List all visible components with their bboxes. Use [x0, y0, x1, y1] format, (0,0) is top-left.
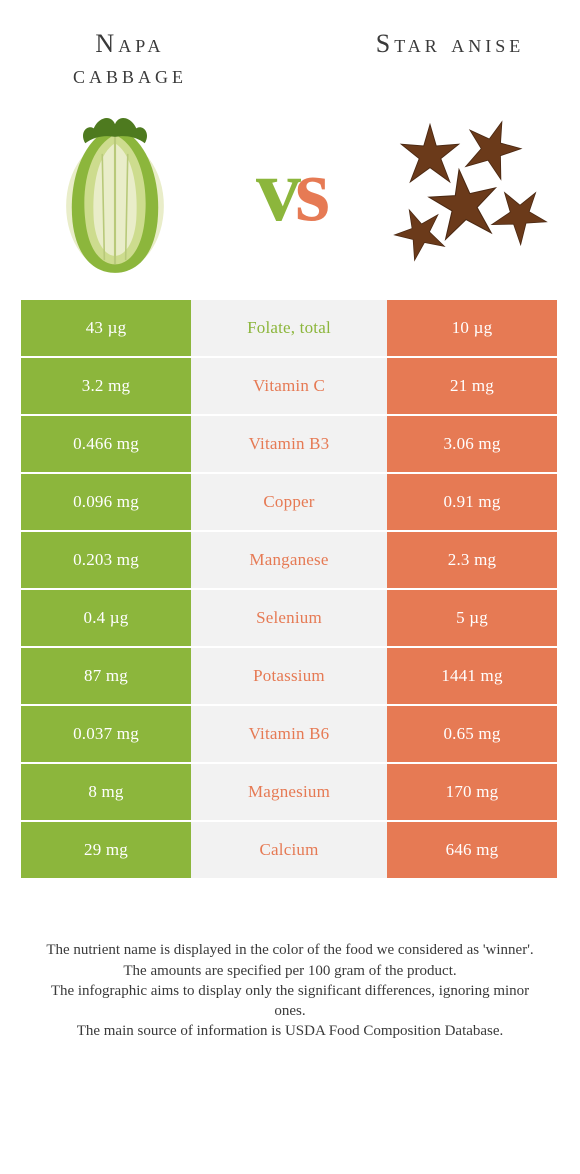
right-value: 1441 mg	[387, 648, 557, 704]
right-value: 3.06 mg	[387, 416, 557, 472]
right-value: 10 µg	[387, 300, 557, 356]
left-value: 29 mg	[21, 822, 191, 878]
napa-cabbage-icon	[30, 100, 200, 280]
nutrient-name: Vitamin C	[191, 358, 387, 414]
header: Napa cabbage Star anise	[0, 0, 580, 90]
star-anise-icon	[380, 100, 550, 280]
footer-line: The amounts are specified per 100 gram o…	[36, 961, 544, 981]
table-row: 0.203 mgManganese2.3 mg	[21, 532, 559, 588]
table-row: 29 mgCalcium646 mg	[21, 822, 559, 878]
footer-line: The main source of information is USDA F…	[36, 1021, 544, 1041]
vs-label: vs	[256, 139, 324, 242]
left-value: 0.466 mg	[21, 416, 191, 472]
right-food-title: Star anise	[360, 28, 540, 59]
nutrient-name: Selenium	[191, 590, 387, 646]
right-value: 0.91 mg	[387, 474, 557, 530]
left-value: 87 mg	[21, 648, 191, 704]
hero-row: vs	[0, 90, 580, 300]
left-value: 0.203 mg	[21, 532, 191, 588]
table-row: 87 mgPotassium1441 mg	[21, 648, 559, 704]
right-value: 646 mg	[387, 822, 557, 878]
nutrient-name: Calcium	[191, 822, 387, 878]
left-food-title: Napa cabbage	[40, 28, 220, 90]
nutrient-name: Vitamin B6	[191, 706, 387, 762]
left-value: 0.037 mg	[21, 706, 191, 762]
right-value: 0.65 mg	[387, 706, 557, 762]
table-row: 0.466 mgVitamin B33.06 mg	[21, 416, 559, 472]
table-row: 3.2 mgVitamin C21 mg	[21, 358, 559, 414]
right-value: 170 mg	[387, 764, 557, 820]
right-value: 2.3 mg	[387, 532, 557, 588]
footer-line: The infographic aims to display only the…	[36, 981, 544, 1022]
table-row: 8 mgMagnesium170 mg	[21, 764, 559, 820]
table-row: 0.4 µgSelenium5 µg	[21, 590, 559, 646]
table-row: 0.037 mgVitamin B60.65 mg	[21, 706, 559, 762]
left-value: 3.2 mg	[21, 358, 191, 414]
footer-notes: The nutrient name is displayed in the co…	[0, 880, 580, 1041]
nutrient-name: Folate, total	[191, 300, 387, 356]
left-value: 8 mg	[21, 764, 191, 820]
nutrient-table: 43 µgFolate, total10 µg3.2 mgVitamin C21…	[0, 300, 580, 878]
left-value: 43 µg	[21, 300, 191, 356]
nutrient-name: Magnesium	[191, 764, 387, 820]
left-value: 0.4 µg	[21, 590, 191, 646]
table-row: 0.096 mgCopper0.91 mg	[21, 474, 559, 530]
right-value: 5 µg	[387, 590, 557, 646]
left-value: 0.096 mg	[21, 474, 191, 530]
table-row: 43 µgFolate, total10 µg	[21, 300, 559, 356]
nutrient-name: Manganese	[191, 532, 387, 588]
nutrient-name: Copper	[191, 474, 387, 530]
nutrient-name: Vitamin B3	[191, 416, 387, 472]
right-value: 21 mg	[387, 358, 557, 414]
nutrient-name: Potassium	[191, 648, 387, 704]
footer-line: The nutrient name is displayed in the co…	[36, 940, 544, 960]
